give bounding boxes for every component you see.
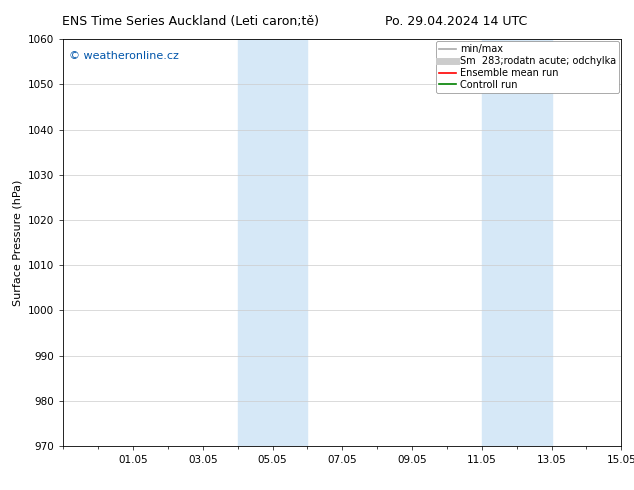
- Text: ENS Time Series Auckland (Leti caron;tě): ENS Time Series Auckland (Leti caron;tě): [61, 15, 319, 28]
- Y-axis label: Surface Pressure (hPa): Surface Pressure (hPa): [13, 179, 23, 306]
- Text: Po. 29.04.2024 14 UTC: Po. 29.04.2024 14 UTC: [385, 15, 527, 28]
- Bar: [482, 39, 552, 446]
- Text: © weatheronline.cz: © weatheronline.cz: [69, 51, 179, 61]
- Bar: [238, 39, 307, 446]
- Legend: min/max, Sm  283;rodatn acute; odchylka, Ensemble mean run, Controll run: min/max, Sm 283;rodatn acute; odchylka, …: [436, 41, 619, 93]
